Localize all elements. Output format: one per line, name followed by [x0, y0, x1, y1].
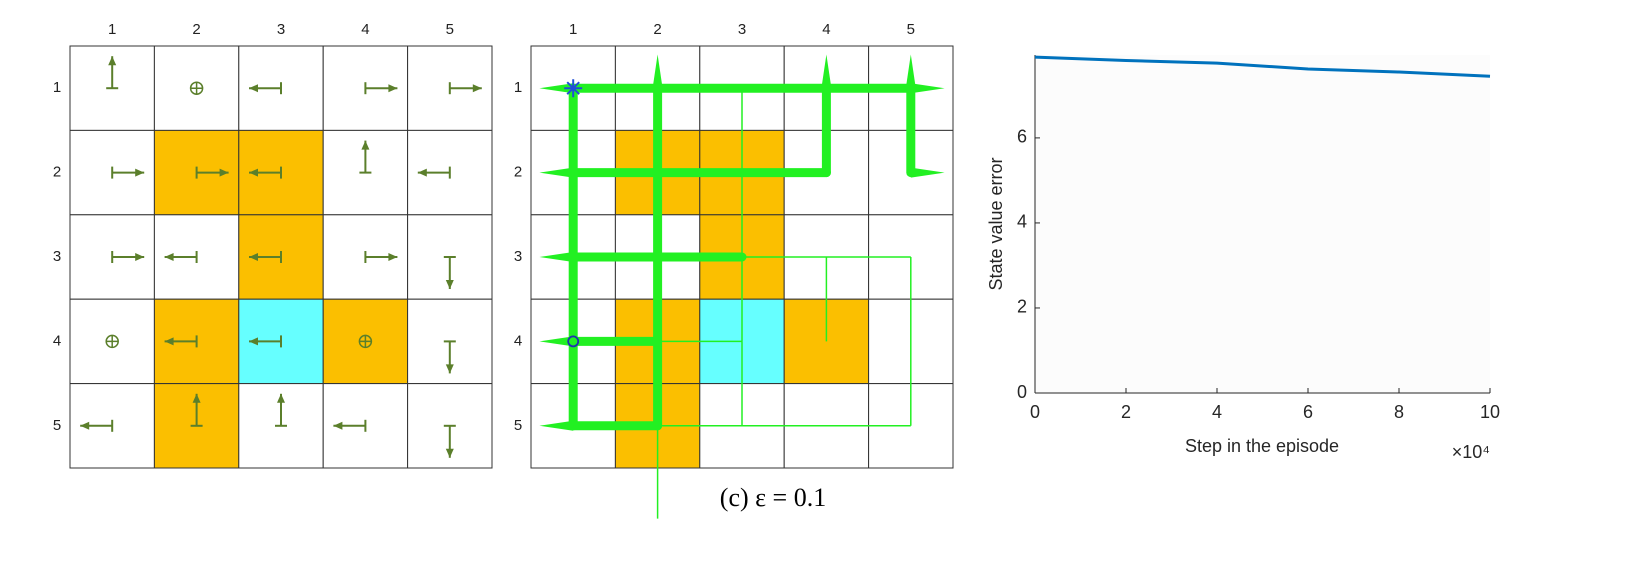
- arrow-head: [135, 168, 145, 177]
- arrow-head: [388, 253, 398, 261]
- x-axis-title: Step in the episode: [1185, 436, 1339, 456]
- row-label: 4: [514, 332, 522, 349]
- column-label: 5: [446, 21, 454, 38]
- arrow-head: [445, 448, 454, 458]
- x-tick-label: 10: [1480, 402, 1500, 422]
- arrow-head: [164, 337, 174, 346]
- x-tick-label: 8: [1394, 402, 1404, 422]
- trajectory-tip: [910, 167, 945, 178]
- row-label: 5: [53, 417, 61, 434]
- arrow-head: [249, 168, 258, 177]
- end-marker: [567, 335, 580, 348]
- x-tick-label: 4: [1212, 402, 1222, 422]
- plot-area: [1035, 55, 1490, 393]
- column-label: 3: [738, 21, 746, 38]
- arrow-head: [249, 337, 258, 346]
- trajectory-tip: [539, 336, 574, 347]
- trajectory-tip: [910, 83, 945, 94]
- caption: (c) ε = 0.1: [720, 483, 826, 512]
- column-label: 1: [569, 21, 577, 38]
- y-tick-label: 6: [1017, 127, 1027, 147]
- start-marker: [564, 79, 583, 98]
- x-multiplier: ×10⁴: [1452, 442, 1490, 462]
- arrow-head: [445, 364, 454, 374]
- stay-icon: [359, 335, 372, 348]
- column-label: 4: [822, 21, 830, 38]
- column-label: 3: [277, 21, 285, 38]
- trajectory-tip: [905, 54, 916, 89]
- arrow-head: [192, 393, 201, 403]
- arrow-head: [135, 253, 145, 261]
- stay-icon: [106, 335, 119, 348]
- arrow-head: [388, 84, 398, 93]
- trajectory-tip: [539, 420, 574, 431]
- arrow-head: [417, 168, 427, 177]
- y-tick-label: 4: [1017, 212, 1027, 232]
- column-label: 2: [192, 21, 200, 38]
- arrow-head: [219, 168, 229, 177]
- row-label: 1: [53, 79, 61, 96]
- column-label: 5: [907, 21, 915, 38]
- trajectory-tip: [539, 83, 574, 94]
- stay-icon: [190, 82, 203, 95]
- row-label: 3: [514, 248, 522, 265]
- y-axis-title: State value error: [986, 157, 1006, 290]
- arrow-head: [277, 393, 285, 403]
- row-label: 2: [514, 164, 522, 181]
- row-label: 3: [53, 248, 61, 265]
- arrow-head: [361, 140, 370, 150]
- column-label: 4: [361, 21, 369, 38]
- data-line: [1034, 55, 1491, 78]
- row-label: 5: [514, 417, 522, 434]
- trajectory-tip: [821, 54, 832, 89]
- x-tick-label: 2: [1121, 402, 1131, 422]
- arrow-head: [249, 253, 258, 261]
- x-tick-label: 0: [1030, 402, 1040, 422]
- arrow-head: [249, 84, 258, 93]
- trajectory-tip: [539, 167, 574, 178]
- arrow-head: [108, 56, 117, 66]
- arrow-head: [80, 421, 90, 430]
- y-tick-label: 0: [1017, 382, 1027, 402]
- row-label: 1: [514, 79, 522, 96]
- trajectory-tip: [539, 252, 574, 262]
- column-label: 2: [653, 21, 661, 38]
- trajectory-tip: [652, 54, 663, 89]
- arrow-head: [164, 253, 174, 261]
- arrow-head: [472, 84, 482, 93]
- row-label: 2: [53, 164, 61, 181]
- row-label: 4: [53, 332, 61, 349]
- column-label: 1: [108, 21, 116, 38]
- x-tick-label: 6: [1303, 402, 1313, 422]
- arrow-head: [333, 421, 343, 430]
- y-tick-label: 2: [1017, 297, 1027, 317]
- arrow-head: [445, 280, 454, 289]
